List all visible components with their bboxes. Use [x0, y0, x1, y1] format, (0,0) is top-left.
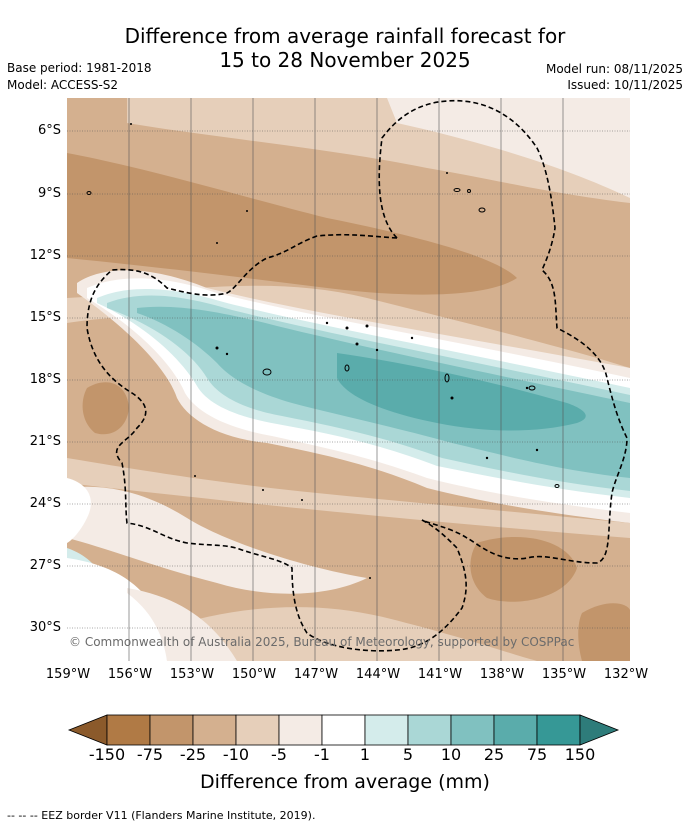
lat-tick: 30°S: [29, 620, 61, 635]
lat-tick: 27°S: [29, 558, 61, 573]
lon-tick: 147°W: [293, 667, 339, 682]
anomaly-region-south-mid: [167, 607, 537, 661]
colorbar-cell: [278, 714, 323, 746]
lon-tick: 150°W: [231, 667, 277, 682]
lon-tick: 138°W: [479, 667, 525, 682]
lon-tick: 156°W: [107, 667, 153, 682]
colorbar-cell: [364, 714, 409, 746]
colorbar-cell: [149, 714, 194, 746]
colorbar-label: 10: [440, 745, 462, 764]
eez-footnote: -- -- -- EEZ border V11 (Flanders Marine…: [7, 809, 316, 822]
copyright-text: © Commonwealth of Australia 2025, Bureau…: [69, 635, 574, 649]
colorbar-extend-low: [67, 714, 108, 746]
lat-tick: 24°S: [29, 496, 61, 511]
colorbar-label: 25: [483, 745, 505, 764]
colorbar-label: -25: [179, 745, 207, 764]
anomaly-region-south-zero: [67, 478, 91, 543]
base-period: Base period: 1981-2018: [7, 61, 152, 75]
lon-tick: 144°W: [355, 667, 401, 682]
colorbar-cell: [450, 714, 495, 746]
colorbar-cell: [235, 714, 280, 746]
anomaly-region-dry-southeast: [470, 536, 577, 602]
colorbar-cell: [493, 714, 538, 746]
lat-tick: 18°S: [29, 372, 61, 387]
colorbar-label: -75: [136, 745, 164, 764]
colorbar-cell: [536, 714, 581, 746]
colorbar-label: 150: [564, 745, 596, 764]
anomaly-region-top-light: [387, 98, 630, 198]
colorbar-label: 75: [526, 745, 548, 764]
lat-tick: 6°S: [37, 123, 61, 138]
lon-tick: 159°W: [45, 667, 91, 682]
lat-tick: 9°S: [37, 186, 61, 201]
lon-tick: 132°W: [603, 667, 649, 682]
issued-date: Issued: 10/11/2025: [567, 78, 683, 92]
colorbar-label: -10: [222, 745, 250, 764]
model-run: Model run: 08/11/2025: [545, 62, 683, 76]
lat-tick: 15°S: [29, 310, 61, 325]
lon-tick: 135°W: [541, 667, 587, 682]
anomaly-region-south-transition: [67, 458, 630, 538]
map-title-line1: Difference from average rainfall forecas…: [124, 24, 566, 48]
anomaly-region-south-light: [67, 486, 367, 594]
lat-tick: 12°S: [29, 248, 61, 263]
lon-tick: 141°W: [417, 667, 463, 682]
eez-border-west: [86, 233, 467, 652]
island-dots: [130, 123, 539, 579]
anomaly-region-southwest-light: [127, 588, 237, 661]
colorbar-label: -150: [88, 745, 126, 764]
colorbar-cell: [407, 714, 452, 746]
colorbar-cell: [106, 714, 151, 746]
rainfall-anomaly-map: © Commonwealth of Australia 2025, Bureau…: [67, 98, 630, 661]
anomaly-region-dry-far-southeast: [578, 603, 630, 661]
colorbar-cells: [67, 714, 620, 746]
eez-border-east: [378, 99, 628, 564]
model-name: Model: ACCESS-S2: [7, 78, 119, 92]
colorbar-label: 1: [359, 745, 371, 764]
colorbar-label: -5: [271, 745, 287, 764]
lon-tick: 153°W: [169, 667, 215, 682]
map-title-line2: 15 to 28 November 2025: [219, 48, 471, 72]
anomaly-region-dry-west: [82, 382, 129, 435]
lat-tick: 21°S: [29, 434, 61, 449]
colorbar-label: 5: [402, 745, 414, 764]
colorbar-cell: [192, 714, 237, 746]
colorbar: [67, 714, 620, 746]
colorbar-cell: [321, 714, 366, 746]
colorbar-extend-high: [579, 714, 620, 746]
islands: [86, 188, 560, 488]
anomaly-region-dark-north: [67, 153, 517, 295]
grid-lines: [128, 98, 564, 661]
colorbar-label: -1: [314, 745, 330, 764]
anomaly-region-southwest-zero: [67, 558, 167, 661]
anomaly-region-wet-4: [337, 353, 586, 431]
colorbar-title: Difference from average (mm): [200, 771, 490, 793]
